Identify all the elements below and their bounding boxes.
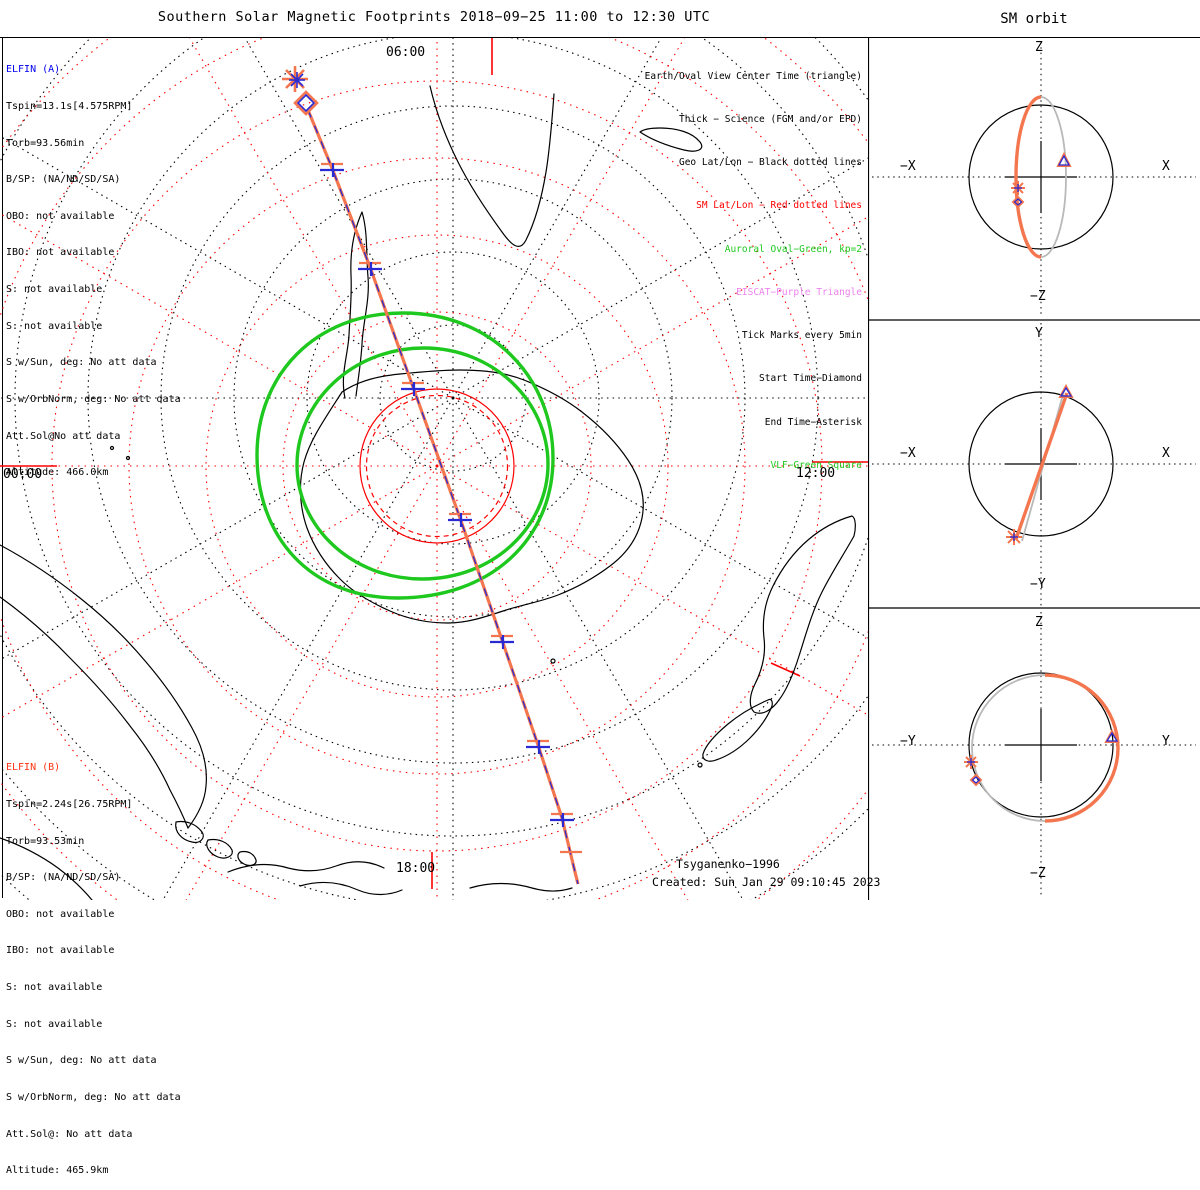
auroral-oval-inner [295, 346, 550, 581]
elfin-a-line: S: not available [6, 284, 103, 296]
earth-circle [968, 391, 1114, 537]
legend-line: Tick Marks every 5min [741, 330, 862, 342]
axis-label-y-neg: −Y [1030, 577, 1046, 592]
page-title: Southern Solar Magnetic Footprints 2018−… [157, 9, 711, 25]
south-america-west-coast [0, 596, 189, 829]
center-cross [1005, 709, 1077, 781]
auroral-oval-outer [255, 311, 555, 600]
sm-orbit-panels [868, 38, 1200, 900]
legend-line: Geo Lat/Lon − Black dotted lines [678, 157, 862, 169]
axis-label-y-pos: Y [1162, 734, 1170, 749]
orbit-arc-salmon [1044, 673, 1120, 823]
elfin-b-line: B/SP: (NA/ND/SD/SA) [6, 872, 121, 884]
earth-circle [968, 104, 1114, 250]
elfin-a-line: Tspin=13.1s[4.575RPM] [6, 101, 133, 113]
axis-label-x-neg: −X [900, 446, 916, 461]
elfin-b-line: Att.Sol@: No att data [6, 1128, 133, 1140]
elfin-b-line: Torb=93.53min [6, 835, 85, 847]
elfin-b-header: ELFIN (B) [6, 762, 61, 774]
elfin-b-line: Altitude: 465.9km [6, 1165, 109, 1177]
elfin-b-line: OBO: not available [6, 908, 115, 920]
legend-line: Start Time−Diamond [759, 373, 862, 385]
elfin-b-line: S w/OrbNorm, deg: No att data [6, 1091, 181, 1103]
elfin-a-info-block: ELFIN (A) Tspin=13.1s[4.575RPM] Torb=93.… [6, 40, 181, 492]
stewart-island [697, 762, 703, 768]
trajectory-tick-marks [320, 162, 582, 854]
island-top-right [639, 127, 703, 152]
model-attribution: Tsyganenko−1996 [676, 857, 780, 871]
mlt-label-0000: 00:00 [3, 467, 43, 482]
legend-line-auroral-oval: Auroral Oval−Green, kp=2 [724, 243, 862, 255]
elfin-a-line: OBO: not available [6, 210, 115, 222]
legend-line: Earth/Oval View Center Time (triangle) [644, 70, 862, 82]
nz-south-island [702, 698, 773, 762]
legend-line-vlf: VLF−Green Square [770, 459, 862, 471]
elfin-a-line: S w/OrbNorm, deg: No att data [6, 393, 181, 405]
legend-line: Thick − Science (FGM and/or EPD) [678, 114, 862, 126]
elfin-a-header: ELFIN (A) [6, 64, 61, 76]
africa-coast [429, 85, 555, 248]
mlt-label-1800: 18:00 [396, 861, 436, 876]
orbit-panel-xy [872, 323, 1196, 606]
earth-circle [968, 672, 1114, 818]
elfin-b-line: IBO: not available [6, 945, 115, 957]
end-time-asterisk-marker [282, 66, 308, 92]
axis-label-z-neg: −Z [1030, 289, 1046, 304]
orbit-panel-xz [872, 42, 1196, 317]
mlt-label-0600: 06:00 [386, 45, 426, 60]
axis-label-y-pos: Y [1035, 326, 1043, 341]
elfin-a-line: Altitude: 466.0km [6, 467, 109, 479]
legend-line-sm-latlon: SM Lat/Lon − Red dotted lines [696, 200, 862, 212]
elfin-a-line: S: not available [6, 320, 103, 332]
auroral-oval [255, 311, 555, 600]
axis-label-x-pos: X [1162, 446, 1170, 461]
elfin-a-line: S w/Sun, deg: No att data [6, 357, 157, 369]
orbit-arc-gray [971, 674, 1046, 822]
orbit-arc-salmon [1014, 95, 1042, 259]
panel-separators [868, 38, 1200, 900]
nz-north-island [749, 515, 856, 714]
orbit-arc-gray [1040, 96, 1067, 258]
start-time-diamond [969, 773, 983, 787]
orbit-line-salmon [1014, 392, 1069, 540]
axis-label-y-neg: −Y [900, 734, 916, 749]
elfin-b-info-block: ELFIN (B) Tspin=2.24s[26.75RPM] Torb=93.… [6, 738, 181, 1190]
map-legend: Earth/Oval View Center Time (triangle) T… [645, 41, 862, 488]
footprint-map [0, 38, 868, 900]
elfin-b-line: Tspin=2.24s[26.75RPM] [6, 799, 133, 811]
footprint-trajectory [306, 109, 580, 885]
center-time-triangle [1056, 151, 1072, 167]
axis-label-x-neg: −X [900, 159, 916, 174]
antarctic-peninsula-coast [342, 211, 369, 399]
axis-label-z-pos: Z [1035, 40, 1043, 55]
elfin-a-line: Torb=93.56min [6, 137, 85, 149]
south-america-east-coast [0, 544, 207, 829]
elfin-b-line: S w/Sun, deg: No att data [6, 1055, 157, 1067]
legend-line-eiscat: EISCAT−Purple Triangle [736, 286, 862, 298]
sm-solid-circles [0, 38, 868, 889]
elfin-b-line: S: not available [6, 982, 103, 994]
sm-orbit-title: SM orbit [1000, 11, 1068, 27]
orbit-panel-yz [872, 612, 1196, 898]
trajectory-salmon [306, 109, 580, 885]
center-time-triangle [1058, 383, 1074, 398]
mlt-label-1200: 12:00 [796, 466, 836, 481]
axis-label-z-neg: −Z [1030, 866, 1046, 881]
elfin-a-line: B/SP: (NA/ND/SD/SA) [6, 174, 121, 186]
left-frame-line [2, 38, 3, 898]
trajectory-blue-dashed [307, 109, 579, 885]
start-time-diamond-marker [293, 90, 319, 116]
center-time-triangle [1104, 728, 1120, 743]
elfin-a-line: Att.Sol@No att data [6, 430, 121, 442]
coastlines [0, 85, 856, 900]
axis-label-z-pos: Z [1035, 615, 1043, 630]
title-underline [0, 37, 1200, 38]
start-time-diamond [1011, 195, 1025, 209]
legend-line: End Time−Asterisk [764, 416, 862, 428]
axis-label-x-pos: X [1162, 159, 1170, 174]
elfin-a-line: IBO: not available [6, 247, 115, 259]
antarctica-coast [299, 369, 644, 624]
elfin-b-line: S: not available [6, 1018, 103, 1030]
created-timestamp: Created: Sun Jan 29 09:10:45 2023 [652, 875, 881, 889]
